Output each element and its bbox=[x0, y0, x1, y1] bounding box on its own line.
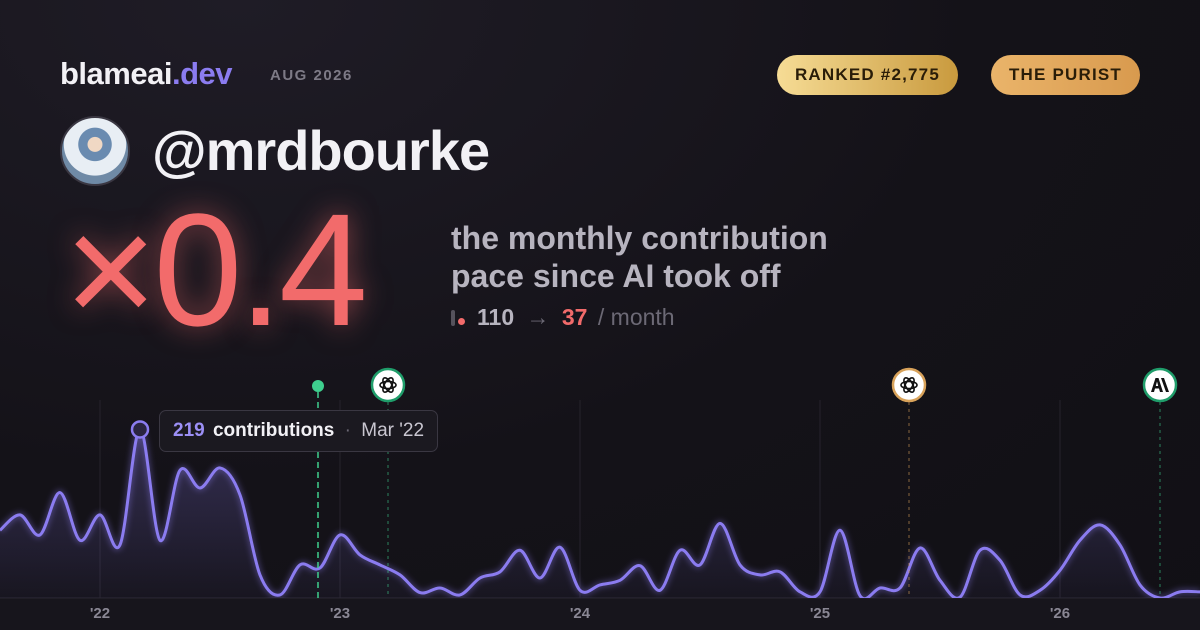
arrow: → bbox=[526, 304, 550, 330]
openai-icon bbox=[370, 367, 406, 403]
highlight-point bbox=[130, 420, 150, 439]
handle: @mrdbourke bbox=[152, 119, 490, 182]
after-icon bbox=[458, 318, 465, 325]
x-tick-label: '26 bbox=[1050, 605, 1070, 622]
x-tick-label: '25 bbox=[810, 605, 830, 622]
before-value: 110 bbox=[477, 304, 515, 330]
tooltip-unit: contributions bbox=[212, 420, 335, 441]
tooltip-date: Mar '22 bbox=[361, 420, 425, 441]
brand-tld: .dev bbox=[171, 56, 233, 91]
before-icon bbox=[451, 310, 455, 326]
avatar bbox=[60, 116, 130, 186]
brand: blameai.dev bbox=[60, 56, 232, 92]
anthropic-icon bbox=[1142, 367, 1178, 403]
tooltip: 219 contributions · Mar '22 bbox=[159, 410, 439, 452]
event-dot bbox=[312, 380, 324, 392]
period: AUG 2026 bbox=[270, 67, 353, 84]
area bbox=[0, 429, 1200, 598]
caption-line: the monthly contribution bbox=[451, 220, 828, 256]
pace-row: 110 → 37 / month bbox=[451, 304, 675, 331]
after-value: 37 bbox=[561, 304, 588, 330]
tooltip-value: 219 bbox=[173, 420, 205, 441]
x-axis-band bbox=[0, 598, 1200, 630]
x-tick-label: '22 bbox=[90, 605, 110, 622]
rank-badge: RANKED #2,775 bbox=[776, 55, 958, 95]
x-tick-label: '24 bbox=[570, 605, 591, 622]
persona-badge: THE PURIST bbox=[990, 55, 1140, 95]
x-tick-label: '23 bbox=[330, 605, 350, 622]
caption-line: pace since AI took off bbox=[451, 258, 781, 294]
line bbox=[0, 427, 1200, 598]
caption: the monthly contribution pace since AI t… bbox=[451, 219, 828, 295]
unit: / month bbox=[597, 304, 675, 330]
tooltip-separator: · bbox=[344, 420, 351, 441]
openai-icon bbox=[891, 367, 927, 403]
brand-name: blameai bbox=[60, 56, 172, 91]
event-markers bbox=[312, 367, 1178, 598]
multiplier: ×0.4 bbox=[64, 180, 368, 359]
